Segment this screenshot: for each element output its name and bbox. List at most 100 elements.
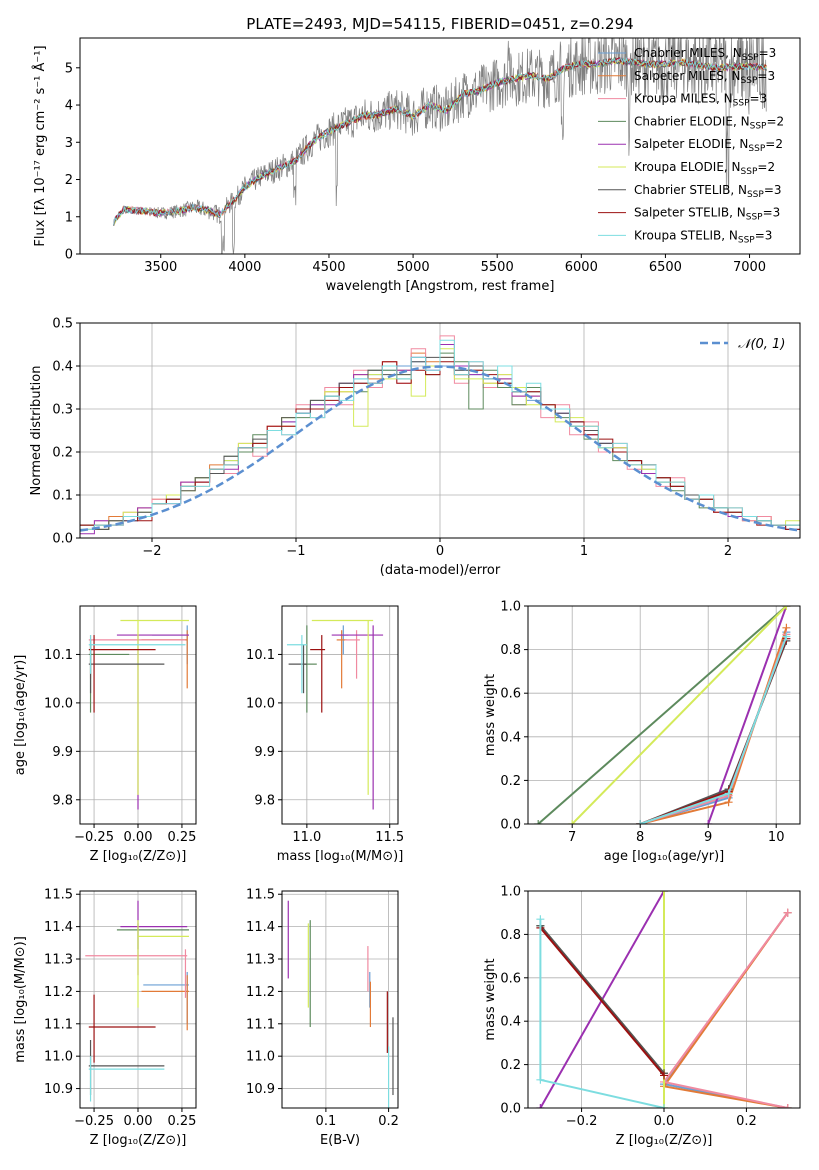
y-tick-label: 0.2 — [500, 774, 521, 789]
y-tick-label: 0.0 — [52, 532, 73, 547]
weight-marker — [660, 891, 668, 895]
mass-vs-metallicity-panel: −0.25 0.00 0.25 10.9 11.0 11.1 11.2 11.3 11.4 11.… — [13, 888, 197, 1148]
y-tick-label: 1.0 — [500, 600, 521, 615]
y-tick-label: 0.4 — [52, 360, 73, 375]
weight-line — [571, 606, 788, 824]
errorbar-plot-area — [287, 900, 394, 1108]
weight-line — [537, 606, 788, 824]
x-tick-label: 9 — [704, 830, 712, 845]
y-tick-label: 0 — [65, 248, 73, 263]
y-tick-label: 10.0 — [44, 696, 73, 711]
model-spectrum-line — [113, 57, 767, 226]
x-tick-label: 0.2 — [736, 1114, 757, 1129]
legend-label-sub: SSP — [733, 99, 750, 109]
weight-marker — [568, 820, 577, 824]
x-tick-label: −0.2 — [566, 1114, 598, 1129]
y-tick-label: 10.9 — [246, 1082, 275, 1097]
weight-line — [707, 606, 788, 824]
x-tick-label: 8 — [636, 830, 644, 845]
legend-label-main: Salpeter ELODIE, N — [634, 137, 748, 151]
y-tick-label: 11.1 — [44, 1017, 73, 1032]
y-tick-label: 0.6 — [500, 687, 521, 702]
legend-label-main: Salpeter MILES, N — [634, 69, 741, 83]
y-tick-label: 0.3 — [52, 403, 73, 418]
x-tick-label: 11.5 — [375, 830, 404, 845]
weight-marker — [660, 1071, 668, 1080]
weight-marker — [782, 606, 791, 610]
axes-frame — [527, 605, 801, 825]
x-axis-label: mass [log₁₀(M/M⊙)] — [277, 849, 404, 864]
legend-label-main: Chabrier ELODIE, N — [634, 114, 750, 128]
legend-label: Salpeter ELODIE, NSSP=2 — [634, 137, 783, 154]
figure-title: PLATE=2493, MJD=54115, FIBERID=0451, z=0… — [246, 15, 633, 33]
y-tick-label: 11.2 — [246, 985, 275, 1000]
legend-label-main: Kroupa MILES, N — [634, 92, 733, 106]
y-tick-label: 11.0 — [44, 1050, 73, 1065]
legend-label-sub: SSP — [738, 235, 755, 245]
y-tick-label: 11.4 — [246, 920, 275, 935]
weight-marker — [660, 1104, 668, 1108]
y-tick-label: 0.2 — [500, 1058, 521, 1073]
axes-frame — [281, 605, 399, 825]
y-tick-label: 0.2 — [52, 446, 73, 461]
weight-marker — [783, 908, 792, 917]
weight-line — [539, 925, 665, 1074]
residual-plot-area — [80, 335, 800, 538]
mass-weight-vs-metallicity-panel: −0.2 0.0 0.2 0.0 0.2 0.4 0.6 0.8 1.0 Z [log₁₀(Z/Z… — [483, 885, 801, 1148]
y-tick-label: 4 — [65, 99, 73, 114]
x-tick-label: 0 — [436, 544, 444, 559]
y-tick-label: 11.4 — [44, 920, 73, 935]
x-tick-label: 10 — [768, 830, 785, 845]
residual-histogram — [80, 339, 800, 538]
legend-label-tail: =3 — [759, 46, 777, 60]
x-tick-label: 0.2 — [378, 1114, 399, 1129]
y-tick-label: 11.1 — [246, 1017, 275, 1032]
legend-label-main: Chabrier STELIB, N — [634, 183, 747, 197]
y-tick-label: 0.0 — [500, 818, 521, 833]
axes-frame — [79, 37, 801, 255]
weight-line — [662, 912, 789, 1108]
weight-marker — [636, 820, 645, 824]
legend-label-tail: =3 — [763, 206, 781, 220]
legend-label: Kroupa ELODIE, NSSP=2 — [634, 160, 775, 177]
mass-weight-vs-age-panel: 7 8 9 10 0.0 0.2 0.4 0.6 0.8 1.0 age [log₁₀(age/yr… — [483, 600, 801, 864]
x-tick-label: 0.00 — [124, 1114, 153, 1129]
mass-vs-ebv-panel: 0.1 0.2 10.9 11.0 11.1 11.2 11.3 11.4 11.5 E(B-V) — [246, 888, 399, 1148]
y-tick-label: 2 — [65, 173, 73, 188]
weight-plot-area — [534, 606, 791, 824]
legend-label-sub: SSP — [741, 167, 758, 177]
legend-label-main: Chabrier MILES, N — [634, 46, 742, 60]
legend-label-tail: =3 — [764, 183, 782, 197]
x-tick-label: 0.00 — [124, 830, 153, 845]
x-tick-label: 4000 — [228, 260, 261, 275]
y-tick-label: 0.1 — [52, 489, 73, 504]
y-axis-label: age [log₁₀(age/yr)] — [13, 655, 28, 776]
y-tick-label: 11.5 — [246, 888, 275, 903]
legend-label-main: Kroupa ELODIE, N — [634, 160, 741, 174]
x-tick-label: −2 — [142, 544, 161, 559]
y-tick-label: 9.8 — [254, 793, 275, 808]
y-tick-label: 0.4 — [500, 730, 521, 745]
x-axis-label: E(B-V) — [320, 1133, 360, 1148]
weight-line — [539, 927, 665, 1077]
legend-label-tail: =3 — [750, 92, 768, 106]
x-tick-label: 7 — [568, 830, 576, 845]
x-tick-label: 0.25 — [167, 830, 196, 845]
axes-frame — [281, 890, 399, 1109]
y-tick-label: 9.8 — [52, 793, 73, 808]
x-tick-label: 7000 — [733, 260, 766, 275]
legend-label-sub: SSP — [748, 144, 765, 154]
weight-marker — [536, 915, 545, 924]
spectrum-panel: 3500 4000 4500 5000 5500 6000 6500 7000 0 1 2 3 4 5 wa… — [32, 37, 801, 294]
legend-label: Kroupa STELIB, NSSP=3 — [634, 228, 772, 245]
legend-label-tail: =3 — [755, 228, 773, 242]
spectrum-plot-area — [113, 38, 767, 254]
weight-marker — [536, 1104, 545, 1108]
legend-label-main: Salpeter STELIB, N — [634, 206, 746, 220]
x-tick-label: −0.25 — [74, 830, 114, 845]
legend-label-tail: =2 — [757, 160, 775, 174]
y-tick-label: 0.4 — [500, 1015, 521, 1030]
y-tick-label: 1.0 — [500, 885, 521, 900]
x-tick-label: 0.25 — [167, 1114, 196, 1129]
